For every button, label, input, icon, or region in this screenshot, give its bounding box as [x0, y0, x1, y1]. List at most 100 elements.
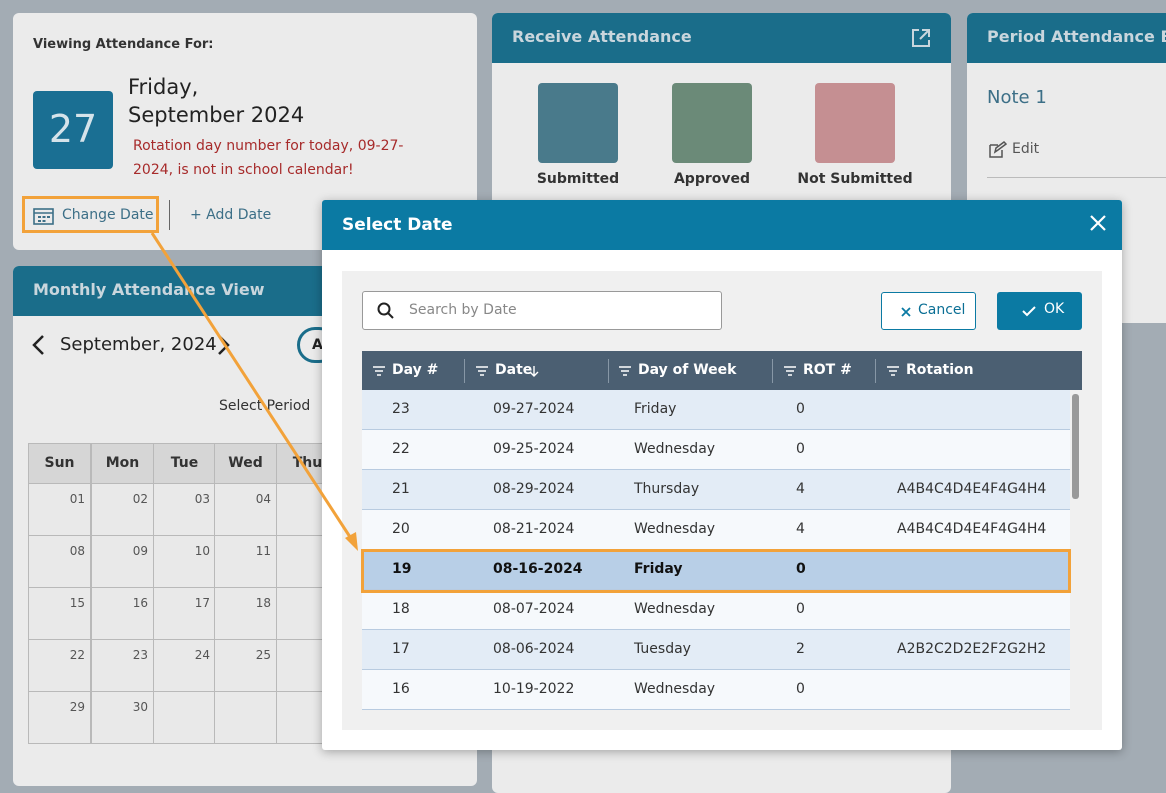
- cell-day: 19: [392, 561, 412, 577]
- column-header[interactable]: ROT #: [803, 362, 852, 378]
- column-divider: [608, 359, 609, 383]
- column-divider: [772, 359, 773, 383]
- day-number: 04: [255, 492, 271, 506]
- viewing-card: Viewing Attendance For: 27 Friday, Septe…: [13, 13, 477, 250]
- cell-date: 09-27-2024: [493, 401, 575, 417]
- day-number: 02: [132, 492, 148, 506]
- cell-date: 08-29-2024: [493, 481, 575, 497]
- cell-rotation: A4B4C4D4E4F4G4H4: [897, 521, 1047, 537]
- calendar-small-icon: [33, 208, 54, 225]
- cell-rot: 0: [796, 681, 805, 697]
- cell-date: 08-06-2024: [493, 641, 575, 657]
- day-number: 22: [69, 648, 85, 662]
- add-date[interactable]: + Add Date: [190, 207, 272, 223]
- filter-icon[interactable]: [476, 366, 488, 376]
- day-cell: 18: [214, 587, 277, 640]
- cell-weekday: Wednesday: [634, 601, 716, 617]
- highlight-box: [22, 196, 159, 233]
- cancel-button[interactable]: Cancel: [881, 292, 976, 330]
- weekday-cell: Mon: [91, 443, 154, 484]
- cell-rotation: A4B4C4D4E4F4G4H4: [897, 481, 1047, 497]
- cell-rot: 0: [796, 561, 806, 577]
- calendar-icon: 27: [33, 91, 113, 169]
- search-box[interactable]: Search by Date: [362, 291, 722, 330]
- filter-icon[interactable]: [784, 366, 796, 376]
- column-header[interactable]: Day of Week: [638, 362, 737, 378]
- weekday: Wed: [228, 455, 263, 471]
- edit-icon: [989, 141, 1007, 158]
- day-cell: [153, 691, 216, 744]
- day-number: 16: [132, 596, 148, 610]
- filter-icon[interactable]: [373, 366, 385, 376]
- day-cell: 03: [153, 483, 216, 536]
- approved-tile[interactable]: [672, 83, 752, 163]
- cell-rot: 0: [796, 401, 805, 417]
- weekday-cell: Sun: [28, 443, 91, 484]
- day-cell: 01: [28, 483, 91, 536]
- ok-button[interactable]: OK: [997, 292, 1082, 330]
- day-cell: 24: [153, 639, 216, 692]
- cancel-icon: [901, 307, 911, 317]
- month-label: September, 2024: [60, 334, 217, 355]
- cancel-label: Cancel: [918, 302, 966, 318]
- day-number: 25: [255, 648, 271, 662]
- cell-weekday: Tuesday: [634, 641, 691, 657]
- table-row[interactable]: 20 08-21-2024 Wednesday 4 A4B4C4D4E4F4G4H4: [362, 510, 1070, 550]
- next-arrow[interactable]: [217, 334, 231, 356]
- prev-arrow[interactable]: [31, 334, 45, 356]
- divider: [987, 177, 1166, 178]
- cell-day: 20: [392, 521, 410, 537]
- table-row[interactable]: 21 08-29-2024 Thursday 4 A4B4C4D4E4F4G4H4: [362, 470, 1070, 510]
- not-submitted-tile[interactable]: [815, 83, 895, 163]
- sort-icon: [529, 366, 539, 377]
- divider: [169, 200, 170, 230]
- label: Viewing Attendance For:: [33, 37, 214, 52]
- close-button[interactable]: [1089, 214, 1107, 232]
- cell-day: 17: [392, 641, 410, 657]
- day-number: 08: [69, 544, 85, 558]
- table-body: 23 09-27-2024 Friday 0 22 09-25-2024 Wednesday…: [362, 390, 1082, 710]
- external-icon[interactable]: [910, 27, 932, 49]
- day: Friday,: [128, 75, 199, 99]
- cell-date: 08-16-2024: [493, 561, 583, 577]
- filter-icon[interactable]: [619, 366, 631, 376]
- day-number: 03: [194, 492, 210, 506]
- day-number: 10: [194, 544, 210, 558]
- cell-rot: 0: [796, 601, 805, 617]
- table-row[interactable]: 19 08-16-2024 Friday 0: [362, 550, 1070, 590]
- cell-date: 08-07-2024: [493, 601, 575, 617]
- selected-highlight: [361, 549, 1071, 593]
- cell-day: 22: [392, 441, 410, 457]
- status-label: Approved: [673, 171, 751, 187]
- search-icon: [377, 302, 394, 319]
- table-row[interactable]: 22 09-25-2024 Wednesday 0: [362, 430, 1070, 470]
- cell-rot: 4: [796, 481, 805, 497]
- cell-weekday: Friday: [634, 561, 683, 577]
- select-period: Select Period: [219, 398, 311, 414]
- day-cell: [214, 691, 277, 744]
- status-label: Submitted: [536, 171, 620, 187]
- submitted-tile[interactable]: [538, 83, 618, 163]
- table-row[interactable]: 16 10-19-2022 Wednesday 0: [362, 670, 1070, 710]
- cell-date: 10-19-2022: [493, 681, 575, 697]
- weekday-cell: Wed: [214, 443, 277, 484]
- day-cell: 02: [91, 483, 154, 536]
- day-number: 18: [255, 596, 271, 610]
- change-date[interactable]: Change Date: [62, 207, 154, 223]
- filter-icon[interactable]: [887, 366, 899, 376]
- day-cell: 16: [91, 587, 154, 640]
- status-label: Not Submitted: [797, 171, 913, 187]
- day-cell: 04: [214, 483, 277, 536]
- scrollbar: [1072, 394, 1079, 499]
- column-header[interactable]: Date: [495, 362, 533, 378]
- day-number: 29: [69, 700, 85, 714]
- column-header[interactable]: Rotation: [906, 362, 974, 378]
- column-header[interactable]: Day #: [392, 362, 439, 378]
- edit[interactable]: Edit: [1012, 141, 1040, 157]
- cell-weekday: Wednesday: [634, 681, 716, 697]
- table-row[interactable]: 18 08-07-2024 Wednesday 0: [362, 590, 1070, 630]
- table-row[interactable]: 17 08-06-2024 Tuesday 2 A2B2C2D2E2F2G2H2: [362, 630, 1070, 670]
- cell-rot: 4: [796, 521, 805, 537]
- day-cell: 09: [91, 535, 154, 588]
- table-row[interactable]: 23 09-27-2024 Friday 0: [362, 390, 1070, 430]
